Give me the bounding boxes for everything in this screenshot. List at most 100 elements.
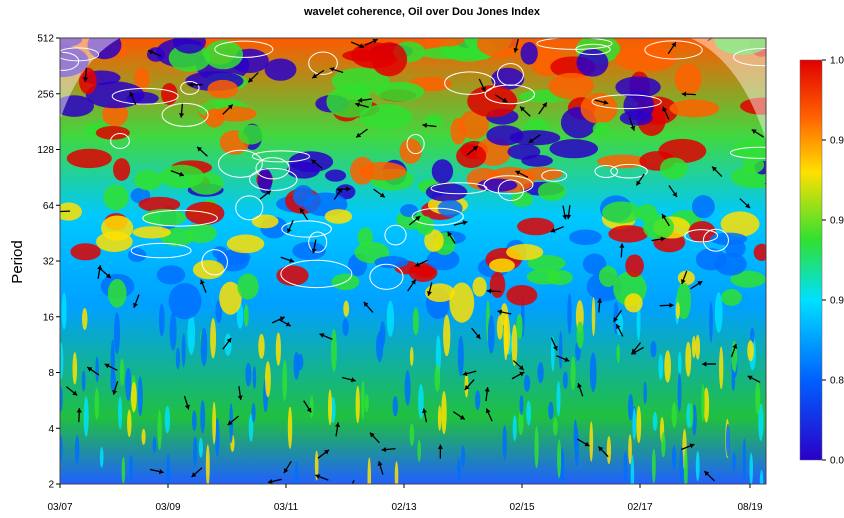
coherence-blob xyxy=(709,301,713,343)
coherence-blob xyxy=(121,456,126,484)
coherence-blob xyxy=(606,436,612,465)
x-tick-label: 02/13 xyxy=(391,502,416,513)
coherence-blob xyxy=(496,315,504,340)
coherence-blob xyxy=(549,139,598,159)
coherence-blob xyxy=(516,313,523,340)
phase-arrow xyxy=(283,460,292,474)
coherence-blob xyxy=(520,42,538,65)
phase-arrow xyxy=(65,386,78,396)
coherence-blob xyxy=(570,356,576,391)
coherence-blob xyxy=(677,372,682,412)
phase-arrow xyxy=(513,38,519,53)
significance-contour xyxy=(594,164,618,178)
coherence-blob xyxy=(449,282,475,323)
coherence-blob xyxy=(615,76,661,98)
coherence-blob xyxy=(72,352,78,385)
coherence-blob xyxy=(677,351,682,376)
coherence-blob xyxy=(276,265,309,286)
coherence-blob xyxy=(367,457,372,484)
coherence-blob xyxy=(399,138,422,164)
coherence-blob xyxy=(237,273,259,300)
coherence-blob xyxy=(616,344,621,364)
coherence-blob xyxy=(141,428,146,445)
coherence-blob xyxy=(248,413,254,442)
x-tick-label: 03/09 xyxy=(155,502,180,513)
coherence-blob xyxy=(166,454,171,484)
coherence-blob xyxy=(661,432,666,458)
phase-arrow xyxy=(299,207,309,221)
coherence-blob xyxy=(164,405,171,434)
coherence-blob xyxy=(526,400,532,426)
coherence-blob xyxy=(548,72,595,100)
y-tick-label: 256 xyxy=(37,89,54,100)
phase-arrow xyxy=(335,422,341,437)
coherence-blob xyxy=(409,346,414,367)
significance-contour xyxy=(161,102,209,127)
coherence-blob xyxy=(441,390,447,435)
coherence-blob xyxy=(608,225,649,243)
phase-arrow xyxy=(341,376,356,383)
coherence-blob xyxy=(87,38,122,60)
coherence-blob xyxy=(683,448,688,484)
coherence-blob xyxy=(95,126,130,140)
coherence-blob xyxy=(632,408,637,440)
coherence-blob xyxy=(457,335,464,377)
coherence-blob xyxy=(185,201,225,225)
phase-arrow xyxy=(311,69,325,79)
colorbar-tick-label: 0.920 xyxy=(830,296,844,307)
coherence-blob xyxy=(725,423,730,457)
x-tick-label: 02/15 xyxy=(509,502,534,513)
phase-arrow xyxy=(464,379,475,391)
coherence-blob xyxy=(400,204,419,218)
coherence-blob xyxy=(675,302,680,320)
coherence-blob xyxy=(238,124,264,145)
phase-arrow xyxy=(447,231,456,244)
coherence-blob xyxy=(99,447,104,468)
coherence-blob xyxy=(215,417,220,457)
coherence-blob xyxy=(527,254,566,272)
coherence-blob xyxy=(582,253,607,275)
phase-arrow xyxy=(267,478,282,484)
coherence-blob xyxy=(758,403,764,441)
coherence-blob xyxy=(615,45,676,72)
phase-arrow xyxy=(355,102,369,108)
significance-contour xyxy=(684,229,719,243)
coherence-blob xyxy=(359,104,413,130)
coherence-blob xyxy=(424,114,444,127)
colorbar-ticks: 0.000 0.805 0.920 0.965 0.987 1.000 xyxy=(822,56,844,467)
coherence-blob xyxy=(161,83,178,106)
phase-arrow xyxy=(730,343,738,358)
phase-arrow xyxy=(466,145,479,156)
coherence-blob xyxy=(489,271,506,298)
phase-arrow xyxy=(333,187,343,200)
y-tick-label: 2 xyxy=(48,480,54,491)
coherence-blob xyxy=(671,402,677,428)
phase-arrow xyxy=(414,259,428,267)
phase-arrow xyxy=(494,94,508,103)
x-tick-label: 03/07 xyxy=(47,502,72,513)
coherence-blob xyxy=(512,415,517,441)
coherence-blob xyxy=(623,90,654,121)
coherence-blob xyxy=(75,435,80,466)
coherence-blob xyxy=(328,389,332,426)
phase-arrow xyxy=(319,333,333,340)
coherence-blob xyxy=(417,439,421,462)
coherence-blob xyxy=(691,195,715,219)
phase-arrow xyxy=(286,219,294,234)
coherence-blob xyxy=(207,79,239,99)
coherence-blob xyxy=(701,383,705,422)
coherence-blob xyxy=(636,405,642,444)
coherence-blob xyxy=(591,296,596,337)
x-tick-label: 02/17 xyxy=(627,502,652,513)
coherence-blob xyxy=(714,252,747,276)
coherence-blob xyxy=(580,93,618,124)
coherence-blob xyxy=(688,221,716,243)
colorbar-tick-label: 0.987 xyxy=(830,136,844,147)
coherence-blob xyxy=(245,362,252,387)
phase-arrow xyxy=(310,159,323,170)
coherence-blob xyxy=(192,260,225,280)
coherence-blob xyxy=(133,67,150,92)
coherence-blob xyxy=(437,199,463,217)
coherence-blob xyxy=(534,426,539,469)
phase-arrow xyxy=(237,386,243,401)
